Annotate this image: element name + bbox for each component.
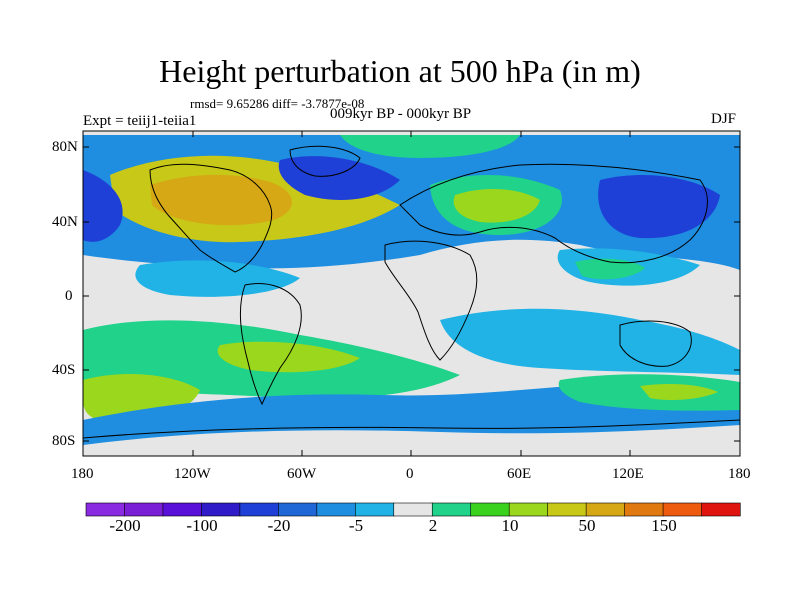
contour-antarctic [83,425,740,456]
season-label: DJF [711,111,737,127]
contour-tropic-cyan [135,260,300,297]
colorbar-swatch [701,502,741,517]
colorbar-swatch [470,502,510,517]
colorbar-label: 2 [428,516,438,535]
contour-sa-yellow [217,341,360,373]
colorbar-swatch [162,502,203,517]
contour-asia-low [598,175,720,239]
colorbar-label: 10 [501,516,519,535]
colorbar-swatch [508,502,549,517]
colorbar-swatch [393,502,433,517]
contour-indian-cyan [440,308,740,375]
coast-antarctica [83,419,740,439]
lon-label-60w: 60W [287,466,317,482]
contour-asia-green [575,258,645,280]
coast-greenland [289,145,361,177]
colorbar-swatch [124,502,164,517]
coastlines [83,145,740,439]
colorbar-swatch [624,502,664,517]
colorbar-swatch [662,502,703,517]
contour-europe-core [453,188,540,223]
lon-label-60e: 60E [507,466,532,482]
stats-text: rmsd= 9.65286 diff= -3.7877e-08 [190,96,365,111]
lon-label-120w: 120W [174,466,211,482]
coast-africa [384,240,478,361]
lat-label-40n: 40N [52,214,78,230]
lon-label-180w: 180 [71,466,94,482]
contour-arctic-green [340,135,520,158]
contour-field [83,131,740,456]
coast-australia [619,320,692,367]
expt-label: Expt = teiij1-teiia1 [83,113,197,129]
coast-north-america [149,163,273,273]
colorbar-label: -5 [348,516,364,535]
map-title: Height perturbation at 500 hPa (in m) [159,53,641,89]
lon-label-120e: 120E [612,466,644,482]
lat-label-40s: 40S [52,362,76,378]
contour-arctic-low [278,156,400,200]
lat-label-80s: 80S [52,433,76,449]
lon-label-180e: 180 [728,466,751,482]
contour-pacific-low [83,170,123,242]
colorbar-label: -200 [109,516,141,535]
colorbar-swatch [278,502,318,517]
colorbar-label: -100 [186,516,218,535]
period-label: 009kyr BP - 000kyr BP [330,106,472,122]
contour-indian-yellow [640,384,718,400]
lon-label-0: 0 [406,466,414,482]
colorbar-swatch [239,502,279,517]
lat-label-80n: 80N [52,139,78,155]
colorbar-swatch [85,502,126,517]
lat-label-0: 0 [65,288,73,304]
contour-na-core [150,174,292,226]
colorbar-swatch [431,502,472,517]
colorbar-swatch [547,502,587,517]
colorbar-swatch [316,502,356,517]
axis-ticks [83,131,740,456]
colorbar-label: 50 [578,516,596,535]
coast-south-america [239,283,302,406]
colorbar-swatch [354,502,395,517]
colorbar-swatch [201,502,241,517]
coast-eurasia [399,163,708,264]
colorbar-label: -20 [267,516,291,535]
colorbar-label: 150 [651,516,677,535]
colorbar [85,502,741,517]
colorbar-swatch [585,502,626,517]
